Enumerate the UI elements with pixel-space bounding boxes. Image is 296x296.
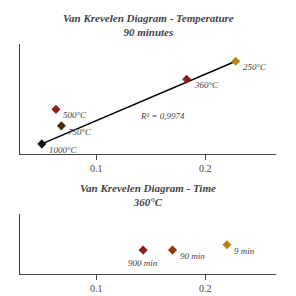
- svg-text:360°C: 360°C: [194, 80, 219, 90]
- svg-text:90 min: 90 min: [180, 251, 205, 261]
- svg-text:0.2: 0.2: [199, 283, 212, 294]
- svg-text:250°C: 250°C: [243, 62, 267, 72]
- svg-text:1000°C: 1000°C: [49, 145, 78, 155]
- svg-text:R² = 0,9974: R² = 0,9974: [140, 111, 185, 121]
- svg-text:Van Krevelen Diagram - Tempera: Van Krevelen Diagram - Temperature90 min…: [63, 12, 234, 38]
- svg-text:900 min: 900 min: [128, 258, 158, 268]
- svg-text:0.1: 0.1: [90, 163, 103, 174]
- svg-text:0.2: 0.2: [199, 163, 212, 174]
- svg-text:9 min: 9 min: [234, 246, 255, 256]
- svg-text:500°C: 500°C: [63, 110, 87, 120]
- svg-text:Van Krevelen Diagram - Time360: Van Krevelen Diagram - Time360°C: [80, 182, 216, 208]
- svg-text:750°C: 750°C: [68, 127, 92, 137]
- svg-text:0.1: 0.1: [90, 283, 103, 294]
